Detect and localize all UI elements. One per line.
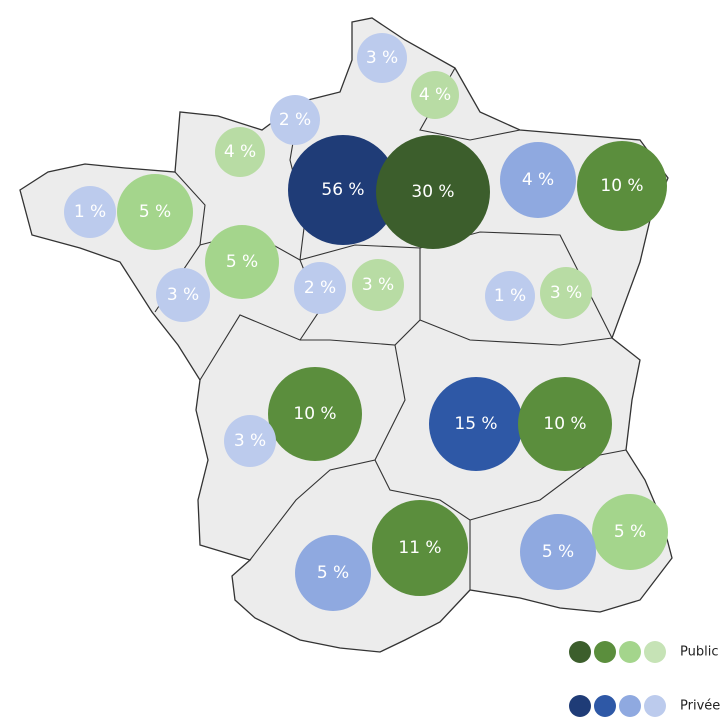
- bubble-label: 3 %: [366, 48, 398, 68]
- bubble-label: 5 %: [317, 563, 349, 583]
- legend-swatch: [569, 641, 591, 663]
- bubble-label: 2 %: [279, 110, 311, 130]
- legend-swatch: [569, 695, 591, 717]
- bubble-label: 4 %: [522, 170, 554, 190]
- bubble: [294, 262, 346, 314]
- bubble: [429, 377, 523, 471]
- bubble: [295, 535, 371, 611]
- bubble: [372, 500, 468, 596]
- bubble: [592, 494, 668, 570]
- bubble: [268, 367, 362, 461]
- legend-swatch: [644, 641, 666, 663]
- bubble: [117, 174, 193, 250]
- bubble: [64, 186, 116, 238]
- bubble-label: 5 %: [614, 522, 646, 542]
- bubble: [411, 71, 459, 119]
- bubble: [518, 377, 612, 471]
- bubble-label: 2 %: [304, 278, 336, 298]
- bubble-label: 3 %: [167, 285, 199, 305]
- bubble-label: 3 %: [550, 283, 582, 303]
- bubble: [205, 225, 279, 299]
- bubble-label: 10 %: [600, 176, 643, 196]
- bubble-label: 10 %: [293, 404, 336, 424]
- legend-swatch: [594, 695, 616, 717]
- bubble: [156, 268, 210, 322]
- bubble: [288, 135, 398, 245]
- bubble-label: 1 %: [74, 202, 106, 222]
- legend-label: Privée: [680, 699, 720, 714]
- bubble-label: 56 %: [321, 180, 364, 200]
- bubble-label: 3 %: [362, 275, 394, 295]
- bubble-label: 5 %: [139, 202, 171, 222]
- bubble-label: 4 %: [224, 142, 256, 162]
- legend-swatch: [644, 695, 666, 717]
- bubble: [485, 271, 535, 321]
- bubble-label: 15 %: [454, 414, 497, 434]
- legend-swatch: [619, 641, 641, 663]
- bubble: [352, 259, 404, 311]
- bubble-label: 5 %: [542, 542, 574, 562]
- bubble: [500, 142, 576, 218]
- bubble: [520, 514, 596, 590]
- legend-swatch: [619, 695, 641, 717]
- bubble: [540, 267, 592, 319]
- bubble: [215, 127, 265, 177]
- bubble-label: 4 %: [419, 85, 451, 105]
- bubble: [270, 95, 320, 145]
- legend-swatch: [594, 641, 616, 663]
- legend-label: Public: [680, 645, 718, 660]
- bubble-label: 5 %: [226, 252, 258, 272]
- bubble-label: 30 %: [411, 182, 454, 202]
- bubble-label: 11 %: [398, 538, 441, 558]
- bubble: [224, 415, 276, 467]
- bubble: [376, 135, 490, 249]
- bubble-label: 1 %: [494, 286, 526, 306]
- bubble-label: 3 %: [234, 431, 266, 451]
- bubble-label: 10 %: [543, 414, 586, 434]
- bubble: [577, 141, 667, 231]
- bubble: [357, 33, 407, 83]
